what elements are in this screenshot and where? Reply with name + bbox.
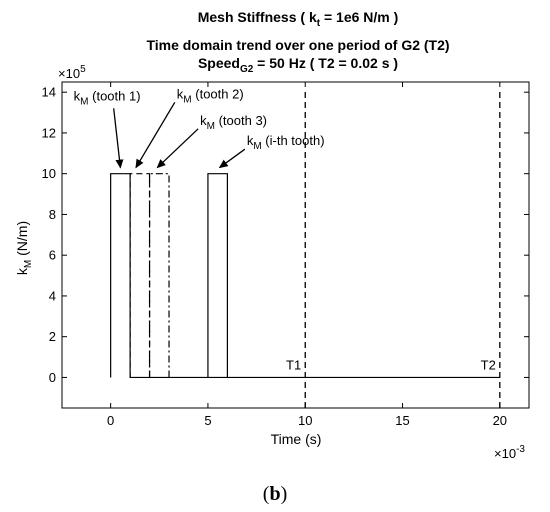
y-tick-label: 12 <box>42 125 56 140</box>
annotation-label: kM (i-th tooth) <box>247 133 325 152</box>
annotation-arrow <box>135 101 176 169</box>
chart-title-line3: SpeedG2 = 50 Hz ( T2 = 0.02 s ) <box>198 55 398 75</box>
y-tick-label: 8 <box>49 207 56 222</box>
annotation-label: kM (tooth 3) <box>200 113 267 132</box>
annotation-arrow <box>113 108 124 169</box>
x-tick-label: 20 <box>493 413 507 428</box>
x-tick-label: 10 <box>298 413 312 428</box>
y-tick-label: 0 <box>49 370 56 385</box>
y-tick-label: 6 <box>49 248 56 263</box>
period-markers: T1 T2 <box>286 92 501 408</box>
chart-title-line2: Time domain trend over one period of G2 … <box>146 37 449 53</box>
annotation-label: kM (tooth 1) <box>74 88 141 107</box>
series-i-th-tooth <box>207 173 228 378</box>
y-tick-label: 4 <box>49 288 56 303</box>
annotation-arrow <box>218 148 246 169</box>
plot-area <box>61 81 530 409</box>
annotation-label: kM (tooth 2) <box>177 86 244 105</box>
x-tick-label: 0 <box>107 413 114 428</box>
annotation-arrow <box>156 128 199 169</box>
x-axis-label: Time (s) <box>271 431 322 447</box>
annotations: kM (tooth 1) kM (tooth 2) kM (tooth 3)kM (… <box>74 86 325 169</box>
y-tick-label: 2 <box>49 329 56 344</box>
series-tooth-2 <box>129 173 151 378</box>
y-tick-label: 14 <box>42 85 56 100</box>
data-series <box>110 173 500 379</box>
figure-caption: (b) <box>263 483 287 505</box>
y-tick-label: 10 <box>42 166 56 181</box>
vline-label: T2 <box>481 357 496 372</box>
y-axis-multiplier: ×105 <box>58 64 86 81</box>
x-tick-label: 5 <box>204 413 211 428</box>
axis-ticks: 0 5 10 15 20 0 2 4 6 8 10 12 14 <box>42 82 529 428</box>
y-axis-label: kM (N/m) <box>14 221 34 275</box>
x-tick-label: 15 <box>395 413 409 428</box>
vline-label: T1 <box>286 357 301 372</box>
x-axis-multiplier: ×10-3 <box>494 444 525 461</box>
chart-title-line1: Mesh Stiffness ( kt = 1e6 N/m ) <box>198 9 399 29</box>
series-tooth-3 <box>148 173 170 378</box>
